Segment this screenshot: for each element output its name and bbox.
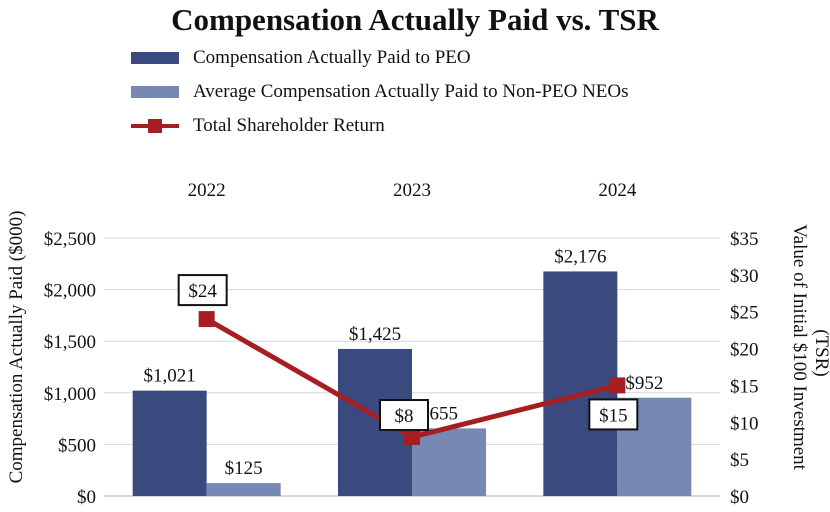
tsr-label-box	[177, 274, 228, 307]
y2-tick-label: $30	[730, 266, 759, 287]
y-tick-label: $2,500	[44, 229, 96, 250]
data-label-peo: $1,021	[144, 366, 196, 387]
y2-tick-label: $10	[730, 413, 759, 434]
chart-title: Compensation Actually Paid vs. TSR	[171, 2, 659, 37]
tsr-marker	[609, 377, 626, 394]
y-tick-label: $2,000	[44, 281, 96, 302]
y2-tick-label: $5	[730, 450, 749, 471]
y2-tick-label: $0	[730, 487, 749, 508]
bar-peo	[132, 390, 207, 496]
y-tick-label: $1,000	[44, 384, 96, 405]
x-category-label: 2024	[598, 180, 637, 201]
y-tick-label: $500	[58, 435, 96, 456]
legend-item-tsr: Total Shareholder Return	[131, 114, 385, 138]
data-label-neo: $655	[420, 403, 458, 424]
tsr-marker	[404, 429, 420, 446]
x-category-label: 2022	[188, 180, 226, 201]
legend-marker-tsr	[148, 119, 162, 133]
y-tick-label: $1,500	[44, 332, 96, 353]
y2-tick-label: $25	[730, 303, 759, 324]
tsr-label-box	[588, 398, 639, 431]
y2-axis-label-line2: (TSR)	[811, 329, 830, 377]
legend-label-neo: Average Compensation Actually Paid to No…	[193, 81, 629, 102]
legend-swatch-neo	[131, 86, 179, 98]
y-tick-label: $0	[77, 487, 96, 508]
tsr-marker	[198, 311, 215, 328]
tsr-data-label: $8	[395, 406, 414, 427]
data-label-neo: $125	[225, 458, 263, 479]
y-axis-label: Compensation Actually Paid ($000)	[6, 211, 27, 484]
legend-label-peo: Compensation Actually Paid to PEO	[193, 47, 471, 68]
y2-tick-label: $20	[730, 340, 759, 361]
legend-label-tsr: Total Shareholder Return	[193, 115, 385, 136]
tsr-label-box	[379, 399, 429, 432]
legend-item-neo: Average Compensation Actually Paid to No…	[131, 80, 629, 104]
data-label-neo: $952	[625, 373, 663, 394]
bar-neo	[412, 428, 486, 496]
y2-tick-label: $15	[730, 376, 759, 397]
tsr-data-label: $24	[188, 281, 217, 302]
tsr-data-label: $15	[599, 405, 628, 426]
legend-swatch-peo	[131, 52, 179, 64]
data-label-peo: $1,425	[349, 324, 401, 345]
legend-item-peo: Compensation Actually Paid to PEO	[131, 46, 471, 70]
data-label-peo: $2,176	[554, 246, 606, 267]
y2-tick-label: $35	[730, 229, 759, 250]
legend-line-tsr	[131, 119, 179, 133]
bar-peo	[543, 271, 618, 496]
x-category-label: 2023	[393, 180, 431, 201]
y2-axis-label-line1: Value of Initial $100 Investment	[789, 224, 810, 471]
bar-neo	[206, 483, 281, 496]
